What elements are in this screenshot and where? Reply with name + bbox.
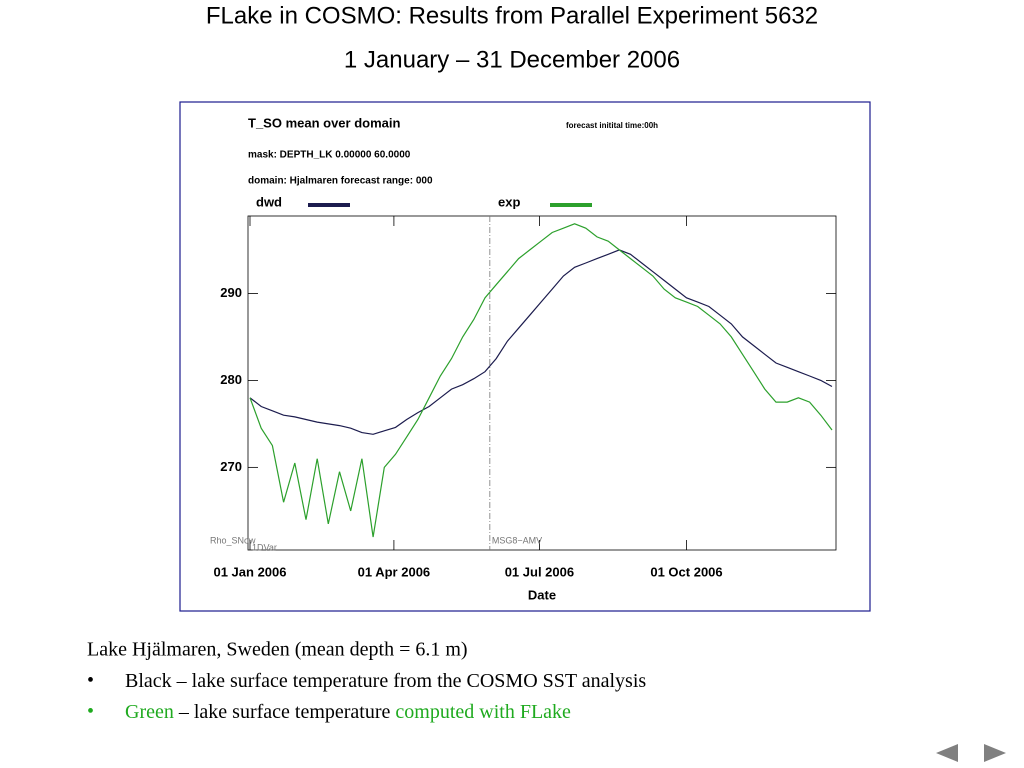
bullet-part: Green	[125, 701, 174, 723]
series-line	[249, 223, 833, 538]
x-tick-label: 01 Oct 2006	[650, 564, 722, 579]
bullet-marker: •	[87, 670, 94, 692]
nav-prev[interactable]	[936, 744, 958, 762]
vline-label: MSG8−AMV	[492, 535, 542, 545]
chart-note: forecast initital time:00h	[566, 121, 658, 130]
x-tick-label: 01 Apr 2006	[358, 564, 431, 579]
plot-area	[247, 215, 837, 551]
annotation: 1DVar	[252, 542, 277, 552]
y-tick-label: 280	[220, 372, 242, 387]
chart-title: T_SO mean over domain	[248, 115, 400, 130]
bullet-marker: •	[87, 701, 94, 723]
bullet: Green – lake surface temperature compute…	[125, 701, 571, 723]
chart-subtitle: domain: Hjalmaren forecast range: 000	[248, 176, 433, 187]
bullet-part: Black – lake surface temperature from th…	[125, 670, 646, 692]
y-tick-label: 290	[220, 285, 242, 300]
chart-subtitle: mask: DEPTH_LK 0.00000 60.0000	[248, 150, 411, 161]
nav-next[interactable]	[984, 744, 1006, 762]
chart-frame	[179, 101, 871, 612]
bullet-part: – lake surface temperature	[174, 701, 396, 723]
legend-label: exp	[498, 194, 520, 209]
x-tick-label: 01 Jul 2006	[505, 564, 574, 579]
slide-subtitle: 1 January – 31 December 2006	[344, 46, 680, 73]
annotation: Rho_SNow	[210, 535, 256, 545]
series-line	[249, 249, 833, 435]
slide-title: FLake in COSMO: Results from Parallel Ex…	[206, 2, 818, 29]
x-axis-label: Date	[528, 587, 556, 602]
caption: Lake Hjälmaren, Sweden (mean depth = 6.1…	[87, 639, 468, 661]
bullet: Black – lake surface temperature from th…	[125, 670, 646, 692]
y-tick-label: 270	[220, 459, 242, 474]
bullet-part: computed with FLake	[395, 701, 571, 723]
x-tick-label: 01 Jan 2006	[213, 564, 286, 579]
legend-label: dwd	[256, 194, 282, 209]
